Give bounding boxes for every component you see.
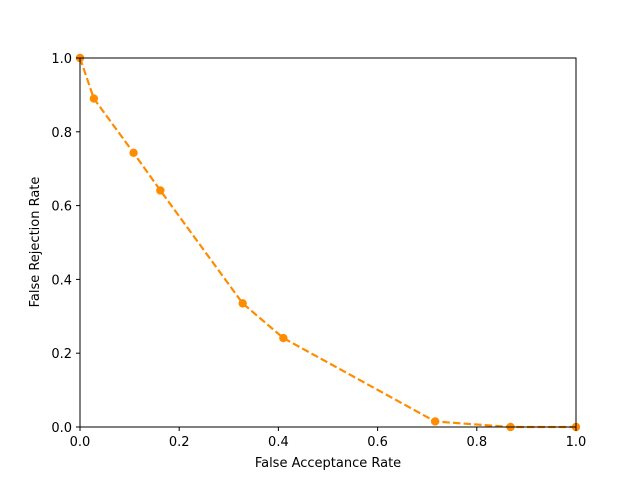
- series-line: [78, 57, 576, 429]
- series-point: [156, 186, 165, 195]
- x-tick-label: 0.4: [268, 435, 289, 450]
- x-tick-label: 0.8: [466, 435, 487, 450]
- x-tick-label: 0.0: [70, 435, 91, 450]
- x-axis-ticks: 0.0 0.2 0.4 0.6 0.8 1.0: [70, 427, 587, 450]
- y-tick-label: 0.2: [51, 347, 72, 362]
- plot-frame: [79, 57, 577, 428]
- y-axis-label: False Rejection Rate: [28, 177, 43, 308]
- series-point: [89, 94, 99, 103]
- y-tick-label: 0.6: [51, 200, 72, 215]
- y-axis-ticks: 0.0 0.2 0.4 0.6 0.8 1.0: [51, 52, 80, 436]
- y-tick-label: 1.0: [51, 52, 72, 67]
- series-point: [430, 417, 440, 426]
- y-tick-label: 0.0: [51, 421, 72, 436]
- x-tick-label: 1.0: [566, 435, 587, 450]
- series-point: [129, 148, 138, 158]
- series-point: [238, 299, 247, 308]
- x-tick-label: 0.2: [169, 435, 190, 450]
- x-axis-label: False Acceptance Rate: [255, 456, 401, 471]
- y-tick-label: 0.8: [51, 126, 72, 141]
- x-tick-label: 0.6: [367, 435, 388, 450]
- series-point: [279, 333, 288, 343]
- y-tick-label: 0.4: [51, 273, 72, 288]
